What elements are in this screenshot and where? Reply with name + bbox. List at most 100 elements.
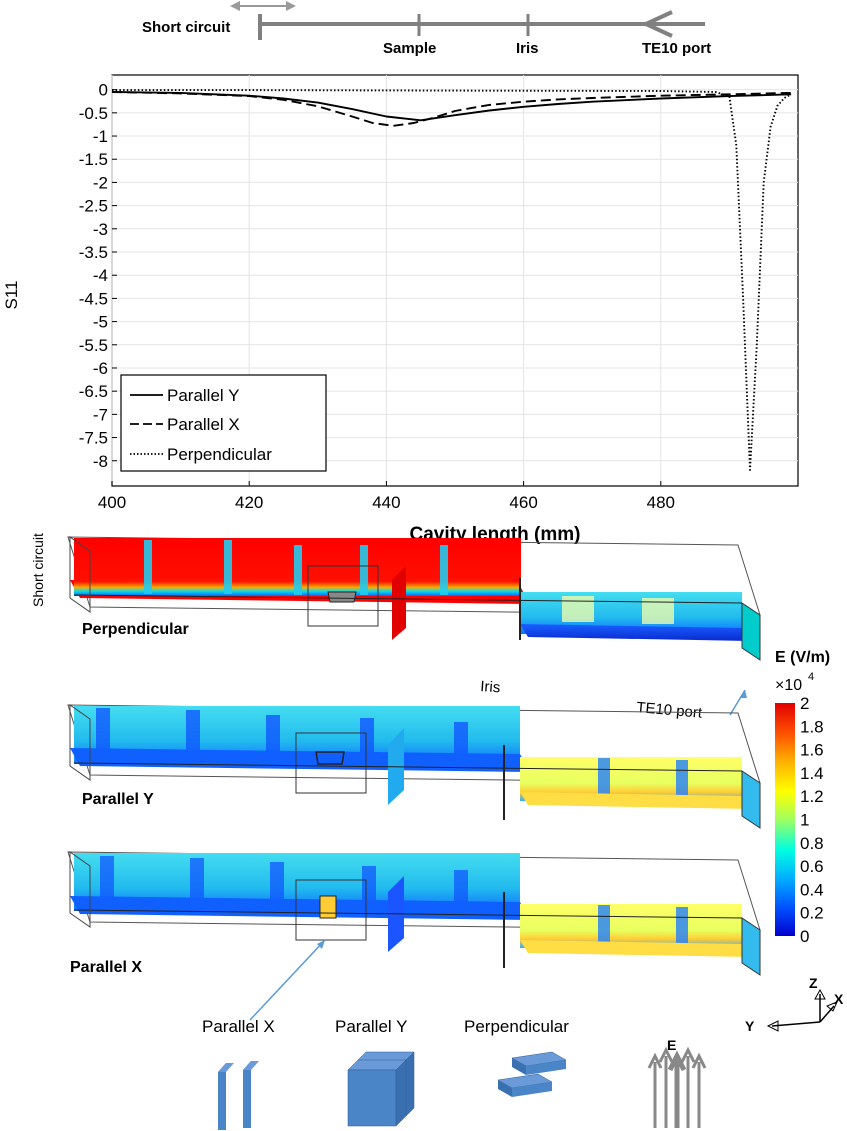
- port-pointer-head: [740, 690, 747, 698]
- colorbar-tick-label: 0.2: [800, 904, 824, 923]
- colorbar-tick-label: 0: [800, 927, 809, 946]
- colorbar-gradient: [775, 703, 795, 936]
- iris-label: Iris: [516, 40, 539, 57]
- y-tick-label: -3: [93, 220, 108, 239]
- colorbar-tick-label: 2: [800, 694, 809, 713]
- sample-icon: [319, 895, 337, 919]
- z-arrow-head-icon: [814, 988, 826, 1000]
- double-arrow-icon: [230, 1, 296, 11]
- port-floor: [520, 940, 750, 957]
- legend-label-parallel-y: Parallel Y: [167, 386, 239, 405]
- x-arrow-head-icon: [826, 1001, 838, 1012]
- orientation-label-perpendicular: Perpendicular: [464, 1017, 569, 1036]
- panel-label-parallel-x: Parallel X: [70, 959, 142, 976]
- colorbar-title: E (V/m): [775, 649, 830, 666]
- field-panel-perpendicular: Perpendicular Iris TE10 port: [67, 536, 761, 722]
- port-hotspot: [562, 596, 594, 622]
- y-tick-label: -7.5: [79, 429, 108, 448]
- panel-label-perpendicular: Perpendicular: [82, 621, 189, 638]
- floor: [70, 748, 530, 772]
- panel-axis: [73, 909, 743, 919]
- iris-plane: [392, 566, 406, 640]
- y-tick-label: -2.5: [79, 197, 108, 216]
- y-ticks: 0 -0.5 -1 -1.5 -2 -2.5 -3 -3.5 -4 -4.5 -5 -5.5 -6 -6.…: [79, 81, 117, 471]
- e-field-label: E: [667, 1037, 676, 1053]
- y-tick-label: -5: [93, 313, 108, 332]
- parallel-y-plates-icon: [347, 1051, 415, 1127]
- x-tick-label: 480: [647, 493, 675, 512]
- legend-label-perpendicular: Perpendicular: [167, 445, 272, 464]
- port-label: TE10 port: [642, 40, 711, 57]
- y-arrow-head-icon: [766, 1020, 779, 1032]
- series-line-perpendicular: [112, 89, 792, 471]
- port-floor: [520, 624, 750, 641]
- short-circuit-label: Short circuit: [142, 19, 230, 36]
- legend-label-parallel-x: Parallel X: [167, 415, 240, 434]
- sample-pointer: [249, 939, 326, 1021]
- cavity-schematic: Short circuit Sample Iris TE10 port: [142, 1, 711, 57]
- y-tick-label: -4.5: [79, 289, 108, 308]
- field-panel-parallel-y: Parallel Y: [67, 704, 761, 829]
- y-tick-label: -5.5: [79, 336, 108, 355]
- legend-box: [120, 374, 327, 472]
- sample-holder: [307, 565, 379, 627]
- field-panel-parallel-x: Parallel X: [67, 851, 761, 1021]
- x-tick-label: 400: [98, 493, 126, 512]
- sample-holder: [295, 879, 367, 941]
- colorbar: E (V/m) ×10 4 2 1.8 1.6 1.4 1.2 1 0.8 0.6 0.4 0.2…: [775, 649, 830, 946]
- x-tick-label: 440: [372, 493, 400, 512]
- colorbar-tick-label: 1: [800, 811, 809, 830]
- y-tick-label: -2: [93, 173, 108, 192]
- y-axis-arrow: [771, 1021, 821, 1027]
- orientation-label-parallel-y: Parallel Y: [335, 1017, 407, 1036]
- panel-axis: [73, 594, 743, 604]
- sample-icon: [327, 591, 357, 603]
- e-field-arrows-icon: [647, 1046, 707, 1128]
- panel-label-parallel-y: Parallel Y: [82, 791, 154, 808]
- y-tick-label: -7: [93, 405, 108, 424]
- y-tick-label: -6: [93, 359, 108, 378]
- y-tick-label: -8: [93, 452, 108, 471]
- x-axis-arrow: [819, 1005, 835, 1023]
- y-tick-label: -6.5: [79, 382, 108, 401]
- sample-label: Sample: [383, 40, 436, 57]
- y-label: Y: [745, 1018, 755, 1034]
- colorbar-tick-label: 0.8: [800, 834, 824, 853]
- port-floor: [520, 792, 750, 809]
- y-tick-label: -3.5: [79, 243, 108, 262]
- field-nodes: [144, 540, 448, 595]
- port-face: [741, 917, 761, 976]
- z-label: Z: [809, 975, 818, 991]
- perpendicular-plates-icon: [497, 1051, 567, 1097]
- colorbar-tick-label: 0.4: [800, 880, 824, 899]
- port-annotation: TE10 port: [636, 699, 704, 722]
- colorbar-scale: ×10: [775, 677, 802, 694]
- incident-arrow-icon: [645, 10, 673, 38]
- short-circuit-side-label: Short circuit: [30, 533, 46, 607]
- parallel-x-plates-icon: [218, 1061, 259, 1130]
- sample-holder: [295, 732, 367, 794]
- x-tick-label: 460: [509, 493, 537, 512]
- x-label: X: [834, 991, 844, 1007]
- panel-axis: [73, 762, 743, 772]
- y-tick-label: -1: [93, 127, 108, 146]
- colorbar-tick-label: 1.6: [800, 741, 824, 760]
- colorbar-tick-label: 1.8: [800, 717, 824, 736]
- port-face: [741, 770, 761, 829]
- y-axis-label: S11: [2, 281, 21, 310]
- colorbar-tick-label: 0.6: [800, 857, 824, 876]
- y-tick-label: -4: [93, 266, 108, 285]
- colorbar-tick-label: 1.2: [800, 787, 824, 806]
- colorbar-exponent: 4: [808, 671, 814, 683]
- panel-end: [69, 536, 91, 613]
- x-ticks: 400 420 440 460 480: [98, 481, 675, 512]
- legend: Parallel Y Parallel X Perpendicular: [120, 374, 327, 472]
- orientation-legend: Parallel X Parallel Y Perpendicular: [202, 1017, 707, 1130]
- iris-annotation: Iris: [480, 678, 501, 696]
- panel-end: [69, 704, 91, 781]
- sample-icon: [315, 751, 345, 765]
- y-tick-label: -1.5: [79, 150, 108, 169]
- panel-end: [69, 851, 91, 928]
- series-line-parallel-x: [111, 91, 792, 127]
